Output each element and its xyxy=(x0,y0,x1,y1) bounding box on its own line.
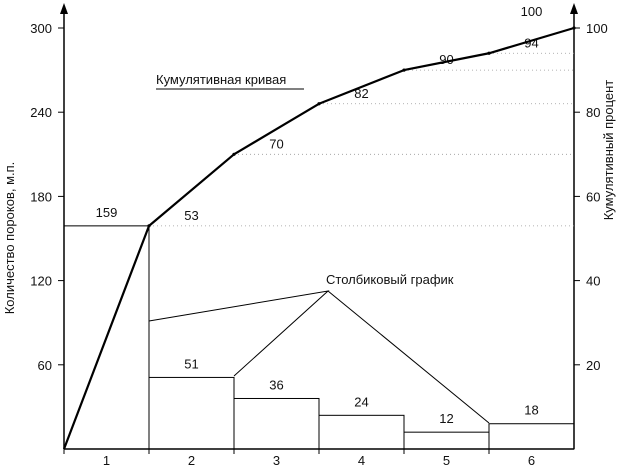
y2-tick-label: 40 xyxy=(586,274,600,289)
y-tick-label: 240 xyxy=(30,105,52,120)
bar xyxy=(233,397,320,450)
bar-value-label: 51 xyxy=(184,356,198,371)
x-tick-labels: 1 2 3 4 5 6 xyxy=(63,449,535,467)
bar-value-label: 36 xyxy=(269,377,283,392)
y2-tick-label: 100 xyxy=(586,21,608,36)
right-y-axis-arrow-icon xyxy=(570,3,578,14)
cumulative-label: 70 xyxy=(269,136,283,151)
cumulative-curve xyxy=(62,26,576,450)
y-tick-label: 300 xyxy=(30,21,52,36)
bar-value-label: 12 xyxy=(439,411,453,426)
cumulative-point xyxy=(572,26,576,30)
cumulative-label: 100 xyxy=(521,4,543,19)
bar-value-label: 18 xyxy=(524,403,538,418)
bars-annotation-leaders xyxy=(148,290,330,377)
x-tick-label: 4 xyxy=(358,453,365,467)
y-axis-title: Количество пороков, м.п. xyxy=(2,162,17,315)
cumulative-point xyxy=(147,224,151,228)
curve-annotation: Кумулятивная кривая xyxy=(156,72,286,87)
bars-annotation: Столбиковый график xyxy=(326,272,454,287)
bar xyxy=(403,431,490,450)
y2-axis-title: Кумулятивный процент xyxy=(601,80,616,221)
bars-annotation-leader-right xyxy=(327,290,490,424)
bar-value-label: 159 xyxy=(96,205,118,220)
y2-tick-label: 80 xyxy=(586,105,600,120)
y2-tick-label: 20 xyxy=(586,358,600,373)
right-ticks: 20 40 60 80 100 xyxy=(574,21,608,373)
x-tick-label: 2 xyxy=(188,453,195,467)
bar xyxy=(318,414,405,450)
cumulative-point xyxy=(402,68,406,72)
bar xyxy=(148,376,235,450)
bar-value-label: 24 xyxy=(354,394,368,409)
x-tick-label: 5 xyxy=(443,453,450,467)
cumulative-gridlines xyxy=(149,52,574,227)
x-tick-label: 3 xyxy=(273,453,280,467)
x-tick-label: 6 xyxy=(528,453,535,467)
bar xyxy=(63,225,150,450)
cumulative-point xyxy=(317,102,321,106)
y-tick-label: 180 xyxy=(30,189,52,204)
y-tick-label: 60 xyxy=(38,358,52,373)
y-tick-label: 120 xyxy=(30,274,52,289)
bar xyxy=(488,423,575,450)
cumulative-point xyxy=(232,152,236,156)
x-tick-label: 1 xyxy=(103,453,110,467)
bars xyxy=(63,225,575,450)
y2-tick-label: 60 xyxy=(586,189,600,204)
left-y-axis-arrow-icon xyxy=(60,3,68,14)
cumulative-label: 53 xyxy=(184,208,198,223)
cumulative-line xyxy=(62,26,575,450)
left-ticks: 60 120 180 240 300 xyxy=(30,21,64,373)
bar-value-labels: 159 51 36 24 12 18 xyxy=(96,205,539,426)
cumulative-point xyxy=(487,51,491,55)
